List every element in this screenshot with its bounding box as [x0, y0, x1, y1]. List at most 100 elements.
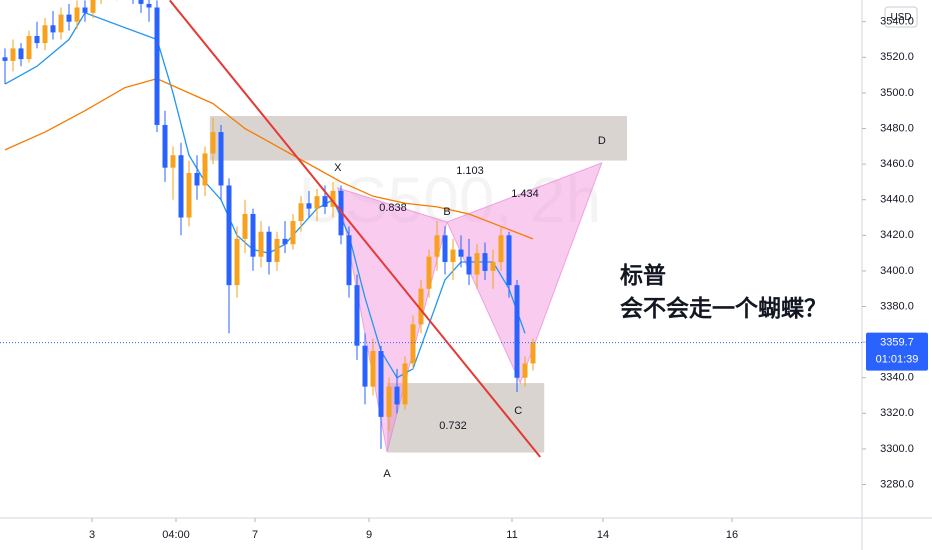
candle-body	[266, 231, 272, 263]
candle-body	[274, 238, 280, 263]
candle-body	[306, 203, 312, 209]
y-tick-label: 3340.0	[880, 372, 914, 384]
candle-body	[66, 14, 72, 22]
x-tick-label: 7	[252, 529, 258, 541]
moving-average	[4, 77, 534, 240]
pattern-point-label: A	[383, 468, 391, 480]
candle-body	[18, 48, 24, 60]
candle-body	[242, 213, 248, 239]
x-tick-label: 11	[506, 529, 517, 541]
candle-body	[298, 203, 304, 222]
candle-body	[170, 155, 176, 168]
price-zone	[387, 383, 545, 453]
y-tick-label: 3440.0	[880, 194, 914, 206]
candle-body	[522, 363, 528, 378]
candle-body	[10, 48, 16, 61]
x-tick-label: 9	[366, 529, 372, 541]
y-tick-label: 3300.0	[880, 443, 914, 455]
candle-body	[386, 386, 392, 417]
candle-body	[378, 351, 384, 417]
pattern-point-label: B	[443, 206, 450, 218]
pattern-triangle	[337, 187, 448, 453]
candle-body	[82, 7, 88, 13]
candle-body	[226, 185, 232, 286]
candle-body	[330, 190, 336, 207]
candle-body	[74, 7, 80, 22]
annotation-line: 标普	[620, 262, 666, 288]
candle-body	[490, 262, 496, 271]
annotation-line: 会不会走一个蝴蝶？	[620, 295, 827, 321]
candle-body	[362, 345, 368, 387]
y-tick-label: 3400.0	[880, 265, 914, 277]
pattern-point-label: X	[334, 162, 342, 174]
last-price-tag	[866, 332, 928, 371]
pattern-point-label: D	[598, 135, 606, 147]
candle-body	[218, 132, 224, 186]
candle-body	[410, 324, 416, 364]
x-tick-label: 04:00	[162, 529, 190, 541]
candle-body	[402, 363, 408, 405]
trend-line	[169, 0, 541, 458]
candle-body	[338, 190, 344, 236]
candle-body	[514, 285, 520, 378]
candle-body	[90, 0, 96, 13]
candle-body	[42, 25, 48, 44]
candle-body	[466, 256, 472, 275]
candle-body	[442, 235, 448, 263]
x-tick-label: 3	[89, 529, 95, 541]
candle-body	[482, 253, 488, 271]
pattern-ratio: 0.838	[379, 202, 407, 214]
candle-body	[434, 235, 440, 257]
pattern-ratio: 0.732	[439, 420, 467, 432]
watermark: US500, 2h	[299, 164, 601, 236]
candle-body	[258, 231, 264, 257]
y-tick-label: 3500.0	[880, 87, 914, 99]
y-tick-label: 3280.0	[880, 478, 914, 490]
candle-body	[234, 238, 240, 286]
pattern-point-label: C	[514, 405, 522, 417]
candle-body	[474, 253, 480, 275]
candle-body	[58, 14, 64, 33]
price-zone	[209, 116, 628, 161]
candle-body	[138, 0, 144, 4]
candle-body	[370, 351, 376, 387]
candle-body	[322, 196, 328, 207]
y-tick-label: 3420.0	[880, 229, 914, 241]
x-tick-label: 14	[597, 529, 609, 541]
y-tick-label: 3380.0	[880, 300, 914, 312]
candle-body	[2, 57, 8, 61]
y-tick-label: 3520.0	[880, 51, 914, 63]
candle-body	[250, 213, 256, 257]
candle-body	[178, 155, 184, 218]
candle-body	[146, 3, 152, 8]
pattern-triangle	[446, 162, 603, 385]
candle-body	[346, 235, 352, 286]
candle-body	[458, 249, 464, 257]
candle-body	[282, 238, 288, 245]
pattern-ratio: 1.434	[511, 188, 539, 200]
candle-body	[530, 342, 536, 364]
candle-body	[394, 386, 400, 405]
plot-area: X A B C D 0.838 1.103 1.434 0.732	[2, 0, 628, 480]
candle-body	[162, 124, 168, 168]
bar-countdown: 01:01:39	[876, 354, 919, 366]
y-tick-label: 3540.0	[880, 16, 914, 28]
last-price-label: 3359.7	[880, 337, 914, 349]
candle-body	[426, 256, 432, 289]
candle-body	[354, 285, 360, 346]
candle-body	[202, 153, 208, 186]
currency-box	[884, 6, 918, 28]
candle-body	[34, 35, 40, 44]
candle-body	[210, 132, 216, 154]
candle-body	[418, 288, 424, 325]
candle-body	[498, 235, 504, 263]
y-tick-label: 3460.0	[880, 158, 914, 170]
candle-body	[194, 173, 200, 186]
currency: USD	[890, 12, 911, 23]
y-tick-label: 3320.0	[880, 407, 914, 419]
candle-body	[450, 249, 456, 263]
x-tick-label: 16	[726, 529, 738, 541]
